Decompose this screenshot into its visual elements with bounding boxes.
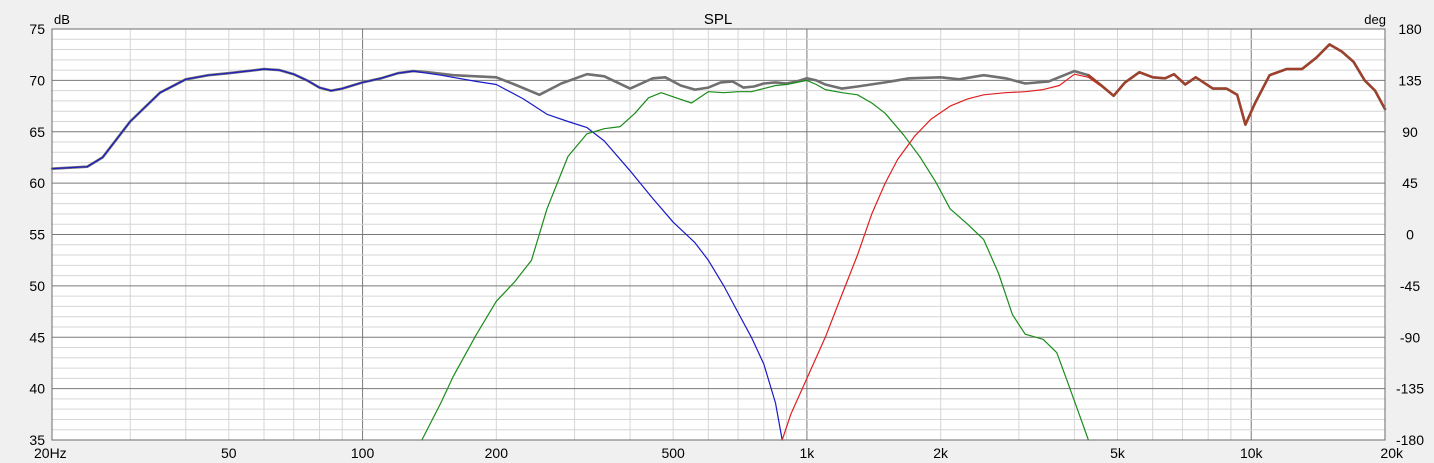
series-line-5 [1087,43,1387,126]
left-y-tick-label: 35 [29,432,45,448]
right-tick-labels: 180 135 90 45 0 -45 -90 -135 -180 [1396,21,1424,448]
left-axis-unit: dB [54,12,70,27]
left-y-tick-label: 55 [29,227,45,243]
x-tick-label: 1k [800,445,816,461]
left-y-tick-label: 50 [29,278,45,294]
right-y-tick-label: -90 [1400,329,1420,345]
right-y-tick-label: -180 [1396,432,1424,448]
right-y-tick-label: 180 [1398,21,1422,37]
plot-frame [51,28,1386,441]
x-tick-label: 500 [661,445,685,461]
x-tick-label: 5k [1110,445,1126,461]
series-line-3 [421,79,1089,441]
chart-title: SPL [704,11,732,28]
x-tick-label: 20Hz [34,445,67,461]
left-y-tick-label: 70 [29,72,45,88]
x-tick-label: 2k [933,445,949,461]
left-y-tick-label: 75 [29,21,45,37]
right-y-tick-label: -45 [1400,278,1420,294]
right-y-tick-label: 90 [1402,124,1418,140]
series-line-2 [51,68,783,441]
x-tick-labels: 20Hz 50 100 200 500 1k 2k 5k 10k 20k [34,445,1404,461]
x-tick-label: 10k [1240,445,1264,461]
left-y-tick-label: 40 [29,381,45,397]
right-y-tick-label: 0 [1406,227,1414,243]
x-tick-label: 50 [221,445,237,461]
x-tick-label: 200 [485,445,509,461]
series-group [50,43,1387,441]
right-y-tick-label: -135 [1396,381,1424,397]
x-tick-label: 100 [351,445,375,461]
right-y-tick-label: 45 [1402,175,1418,191]
grid [52,29,1385,440]
right-y-tick-label: 135 [1398,72,1422,88]
left-y-tick-label: 45 [29,329,45,345]
right-axis-unit: deg [1364,12,1386,27]
left-tick-labels: 75 70 65 60 55 50 45 40 35 [29,21,45,448]
x-tick-label: 20k [1380,445,1404,461]
left-y-tick-label: 65 [29,124,45,140]
left-y-tick-label: 60 [29,175,45,191]
